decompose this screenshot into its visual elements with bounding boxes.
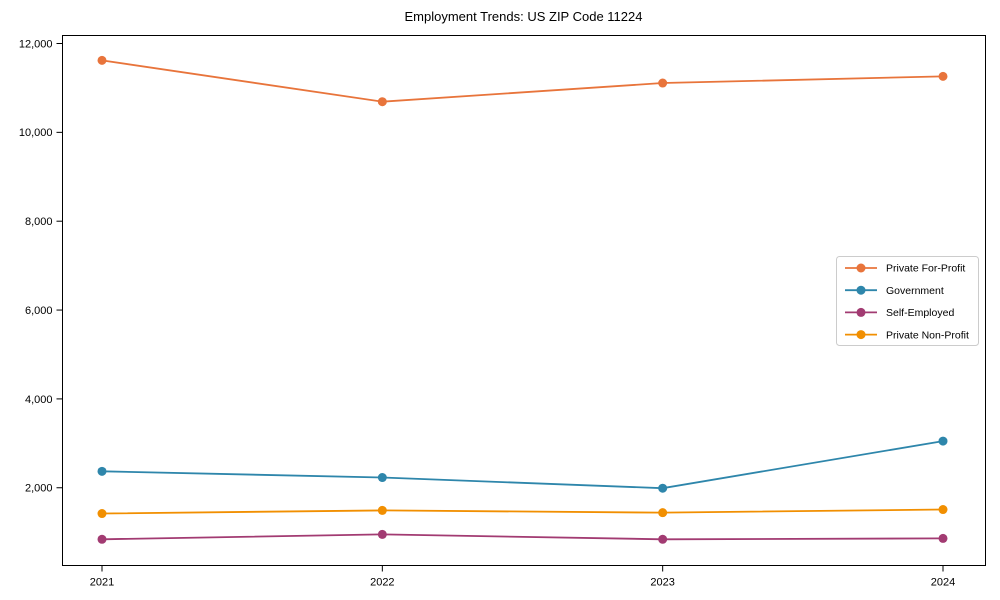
data-point [658,534,668,544]
legend-swatch [856,307,866,317]
x-tick-label: 2023 [650,577,674,589]
series-line-private-non-profit [101,508,944,515]
data-point [938,533,948,543]
plot-frame [62,35,986,566]
x-tick-label: 2024 [931,577,955,589]
legend-box [836,256,979,346]
y-tick-label: 12,000 [19,38,53,50]
series-line-private-for-profit [101,59,944,103]
y-tick-label: 4,000 [25,394,53,406]
legend-item-label: Private For-Profit [886,263,965,275]
data-point [377,473,387,483]
data-point [97,466,107,476]
x-tick-label: 2022 [370,577,394,589]
data-point [97,509,107,519]
y-tick-label: 2,000 [25,483,53,495]
data-point [377,505,387,515]
data-point [97,55,107,65]
legend-swatch [856,285,866,295]
data-point [658,508,668,518]
y-tick-label: 8,000 [25,216,53,228]
data-point [377,529,387,539]
legend-swatch [856,330,866,340]
series-line-self-employed [101,533,944,541]
data-point [938,436,948,446]
x-tick-label: 2021 [90,577,114,589]
legend-item-label: Government [886,285,944,297]
series-line-government [101,440,944,490]
legend-item-label: Self-Employed [886,307,954,319]
data-point [377,97,387,107]
y-tick-label: 10,000 [19,127,53,139]
data-point [658,483,668,493]
data-point [658,78,668,88]
legend-swatch [856,263,866,273]
legend-item-label: Private Non-Profit [886,329,969,341]
chart-title: Employment Trends: US ZIP Code 11224 [404,9,643,24]
data-point [938,71,948,81]
y-tick-label: 6,000 [25,305,53,317]
data-point [97,534,107,544]
data-point [938,505,948,515]
